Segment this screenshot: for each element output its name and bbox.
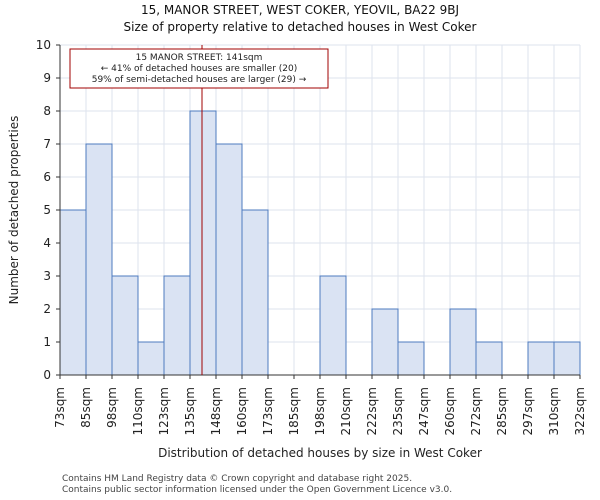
x-tick-label: 98sqm: [105, 387, 119, 428]
x-tick-label: 73sqm: [53, 387, 67, 428]
y-axis-label: Number of detached properties: [7, 116, 21, 305]
bar: [475, 341, 503, 376]
y-tick-label: 2: [43, 302, 51, 316]
bar: [85, 143, 113, 376]
x-tick-labels: 73sqm 85sqm 98sqm 110sqm 123sqm 135sqm 148sqm 1…: [53, 375, 587, 435]
x-tick-label: 297sqm: [521, 387, 535, 435]
x-tick-label: 247sqm: [417, 387, 431, 435]
bar: [189, 110, 217, 376]
annotation-line: ← 41% of detached houses are smaller (20…: [101, 64, 298, 74]
bar: [319, 275, 347, 376]
chart-title: 15, MANOR STREET, WEST COKER, YEOVIL, BA…: [140, 3, 460, 17]
annotation-line: 59% of semi-detached houses are larger (…: [92, 75, 307, 85]
footer-attribution-1: Contains HM Land Registry data © Crown c…: [62, 474, 413, 484]
bar: [215, 143, 243, 376]
y-tick-label: 7: [43, 137, 51, 151]
x-axis-label: Distribution of detached houses by size …: [158, 446, 482, 460]
bar-series: [59, 110, 581, 376]
x-tick-label: 222sqm: [365, 387, 379, 435]
footer-attribution-2: Contains public sector information licen…: [62, 485, 453, 495]
bar: [527, 341, 555, 376]
bar: [111, 275, 139, 376]
bar: [371, 308, 399, 376]
bar: [241, 209, 269, 376]
y-tick-label: 5: [43, 203, 51, 217]
y-tick-label: 0: [43, 368, 51, 382]
property-marker: 15 MANOR STREET: 141sqm← 41% of detached…: [69, 45, 329, 375]
bar: [449, 308, 477, 376]
x-tick-label: 210sqm: [339, 387, 353, 435]
x-tick-label: 322sqm: [573, 387, 587, 435]
y-tick-label: 8: [43, 104, 51, 118]
y-tick-label: 9: [43, 71, 51, 85]
x-tick-label: 272sqm: [469, 387, 483, 435]
x-tick-label: 235sqm: [391, 387, 405, 435]
x-tick-label: 123sqm: [157, 387, 171, 435]
x-tick-label: 198sqm: [313, 387, 327, 435]
x-tick-label: 110sqm: [131, 387, 145, 435]
x-tick-label: 185sqm: [287, 387, 301, 435]
y-tick-label: 1: [43, 335, 51, 349]
annotation-line: 15 MANOR STREET: 141sqm: [136, 53, 263, 63]
y-tick-label: 4: [43, 236, 51, 250]
x-tick-label: 85sqm: [79, 387, 93, 428]
y-tick-label: 3: [43, 269, 51, 283]
bar: [137, 341, 165, 376]
x-tick-label: 148sqm: [209, 387, 223, 435]
bar: [163, 275, 191, 376]
bar: [553, 341, 581, 376]
bar: [59, 209, 87, 376]
y-tick-label: 10: [36, 38, 51, 52]
x-tick-label: 310sqm: [547, 387, 561, 435]
chart-subtitle: Size of property relative to detached ho…: [123, 20, 477, 34]
x-tick-label: 160sqm: [235, 387, 249, 435]
x-tick-label: 173sqm: [261, 387, 275, 435]
y-tick-label: 6: [43, 170, 51, 184]
annotation-box: [69, 48, 329, 89]
x-tick-label: 135sqm: [183, 387, 197, 435]
x-tick-label: 260sqm: [443, 387, 457, 435]
y-tick-labels: 0 1 2 3 4 5 6 7 8 9 10: [36, 38, 60, 382]
bar: [397, 341, 425, 376]
x-tick-label: 285sqm: [495, 387, 509, 435]
